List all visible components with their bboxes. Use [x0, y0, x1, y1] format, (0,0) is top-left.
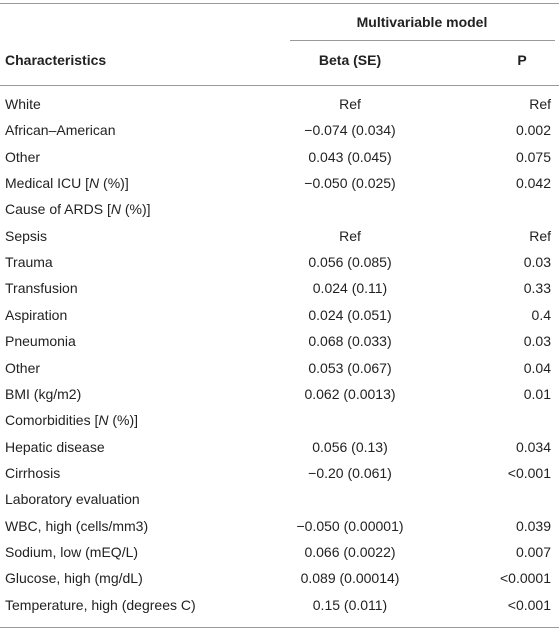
column-header: P: [517, 52, 527, 68]
beta-cell: 0.056 (0.13): [312, 438, 388, 455]
beta-cell: 0.056 (0.085): [308, 254, 392, 271]
beta-cell: Ref: [339, 96, 361, 112]
beta-cell: 0.062 (0.0013): [304, 385, 396, 402]
beta-cell: 0.089 (0.00014): [300, 570, 400, 587]
row-label: Sepsis: [5, 227, 48, 244]
row-label: Cause of ARDS [N (%)]: [5, 200, 151, 218]
row-label: Cirrhosis: [5, 464, 61, 481]
beta-cell: 0.066 (0.0022): [304, 543, 396, 560]
p-cell: <0.001: [507, 464, 551, 481]
row-label: WBC, high (cells/mm3): [5, 517, 149, 534]
column-header: Characteristics: [5, 52, 107, 68]
rule: [290, 40, 555, 41]
row-label: Comorbidities [N (%)]: [5, 411, 138, 429]
p-cell: <0.001: [507, 596, 551, 613]
beta-cell: −0.074 (0.034): [304, 122, 396, 139]
row-label: African–American: [5, 122, 116, 139]
p-cell: 0.002: [515, 122, 551, 139]
label-part: (%)]: [108, 412, 139, 429]
label-part: N: [89, 175, 100, 192]
beta-cell: 0.024 (0.051): [308, 306, 392, 323]
beta-cell: 0.024 (0.11): [312, 280, 388, 297]
beta-cell: −0.050 (0.00001): [296, 517, 404, 534]
p-cell: 0.01: [523, 385, 551, 402]
p-cell: Ref: [529, 227, 551, 244]
p-cell: <0.0001: [500, 570, 551, 587]
row-label: Laboratory evaluation: [5, 491, 140, 508]
rule: [0, 3, 559, 4]
beta-cell: 0.068 (0.033): [308, 333, 392, 350]
row-label: Trauma: [5, 254, 53, 271]
label-part: Cause of ARDS [: [5, 201, 111, 218]
beta-cell: 0.15 (0.011): [312, 596, 388, 613]
label-part: N: [98, 412, 109, 429]
label-part: Medical ICU [: [5, 175, 90, 192]
p-cell: 0.039: [515, 517, 551, 534]
p-cell: Ref: [529, 96, 551, 112]
beta-cell: −0.050 (0.025): [304, 175, 396, 192]
label-part: (%)]: [120, 201, 151, 218]
p-cell: 0.33: [523, 280, 551, 297]
beta-cell: 0.053 (0.067): [308, 359, 392, 376]
p-cell: 0.03: [523, 333, 551, 350]
p-cell: 0.034: [515, 438, 551, 455]
beta-cell: Ref: [339, 227, 361, 244]
column-header: Beta (SE): [318, 52, 382, 68]
row-label: BMI (kg/m2): [5, 385, 82, 402]
row-label: Transfusion: [5, 280, 78, 297]
label-part: N: [110, 201, 121, 218]
row-label: Other: [5, 148, 41, 165]
p-cell: 0.03: [523, 254, 551, 271]
p-cell: 0.007: [515, 543, 551, 560]
row-label: Temperature, high (degrees C): [5, 596, 196, 613]
p-cell: 0.075: [515, 148, 551, 165]
label-part: (%)]: [99, 175, 129, 192]
row-label: Aspiration: [5, 306, 68, 323]
p-cell: 0.04: [523, 359, 551, 376]
row-label: Pneumonia: [5, 333, 76, 350]
row-label: White: [5, 96, 41, 112]
row-label: Glucose, high (mg/dL): [5, 570, 143, 587]
p-cell: 0.4: [531, 306, 551, 323]
beta-cell: 0.043 (0.045): [308, 148, 392, 165]
row-label: Sodium, low (mEQ/L): [5, 543, 139, 560]
beta-cell: −0.20 (0.061): [308, 464, 392, 481]
row-label: Hepatic disease: [5, 438, 105, 455]
group-header: Multivariable model: [356, 14, 488, 30]
row-label: Other: [5, 359, 41, 376]
rule: [0, 627, 559, 628]
label-part: Comorbidities [: [5, 412, 99, 429]
p-cell: 0.042: [515, 175, 551, 192]
rule: [0, 85, 559, 86]
row-label: Medical ICU [N (%)]: [5, 174, 129, 192]
